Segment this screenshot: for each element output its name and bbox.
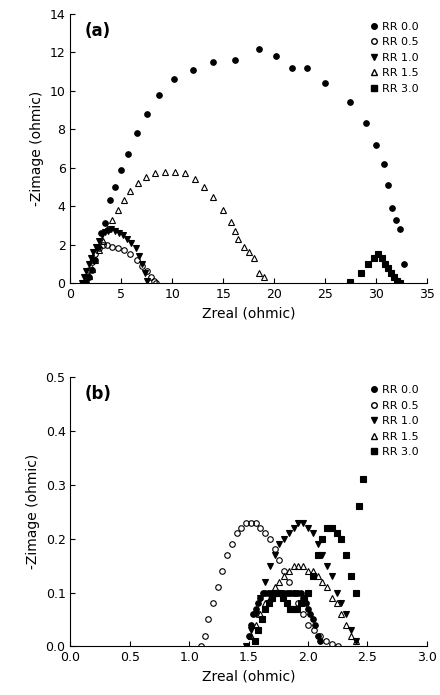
X-axis label: Zreal (ohmic): Zreal (ohmic) [202,306,295,320]
Legend: RR 0.0, RR 0.5, RR 1.0, RR 1.5, RR 3.0: RR 0.0, RR 0.5, RR 1.0, RR 1.5, RR 3.0 [367,19,421,96]
Y-axis label: -Zimage (ohmic): -Zimage (ohmic) [26,454,40,569]
Text: (a): (a) [84,22,111,40]
Legend: RR 0.0, RR 0.5, RR 1.0, RR 1.5, RR 3.0: RR 0.0, RR 0.5, RR 1.0, RR 1.5, RR 3.0 [367,383,421,459]
Text: (b): (b) [84,385,111,403]
Y-axis label: -Zimage (ohmic): -Zimage (ohmic) [30,91,44,206]
X-axis label: Zreal (ohmic): Zreal (ohmic) [202,670,295,684]
